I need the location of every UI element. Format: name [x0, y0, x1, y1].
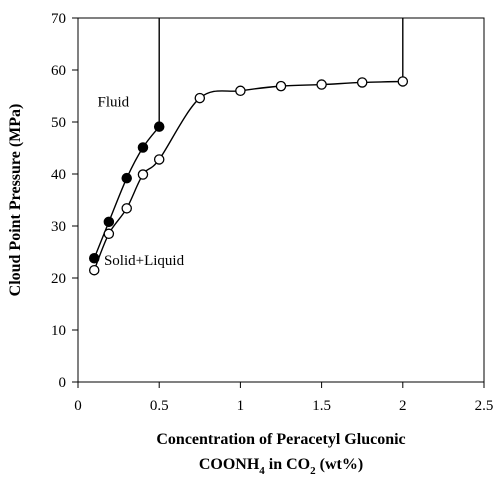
x-tick-label-0: 0 — [74, 398, 82, 414]
series-1-point-2 — [121, 203, 132, 214]
y-tick-label-0: 0 — [59, 375, 67, 391]
plot-frame — [77, 17, 485, 383]
series-1-point-10 — [397, 76, 409, 87]
y-tick-label-2: 20 — [51, 271, 66, 287]
x-tick-label-4: 2 — [399, 398, 407, 414]
series-0-point-2 — [121, 172, 132, 184]
x-tick-label-3: 1.5 — [312, 398, 331, 414]
x-tick-label-5: 2.5 — [475, 398, 494, 414]
series-1-point-5 — [194, 92, 206, 104]
y-tick-label-1: 10 — [51, 323, 66, 339]
y-tick-label-7: 70 — [51, 11, 66, 27]
annotation-fluid: Fluid — [97, 94, 129, 110]
x-axis-title-line1: Concentration of Peracetyl Gluconic — [156, 431, 405, 448]
series-1-point-1 — [103, 228, 115, 240]
y-tick-label-5: 50 — [51, 115, 66, 131]
y-tick-label-3: 30 — [51, 219, 66, 235]
series-1-point-9 — [356, 77, 368, 88]
series-1-point-8 — [316, 79, 327, 90]
annotation-solid-liquid: Solid+Liquid — [104, 253, 185, 269]
series-1-point-0 — [88, 264, 100, 276]
x-axis-title-line2: COONH4 in CO2 (wt%) — [199, 456, 363, 477]
labels: 0 0.5 1 1.5 2 2.5 0 10 20 30 40 50 60 70 — [51, 11, 493, 414]
series-1-point-4 — [153, 154, 165, 165]
series-0-point-3 — [137, 142, 149, 153]
y-axis-title: Cloud Point Pressure (MPa) — [7, 104, 24, 297]
series-0-point-4 — [153, 121, 165, 132]
series-1-point-6 — [235, 85, 246, 97]
y-tick-label-4: 40 — [51, 167, 66, 183]
axes — [72, 17, 485, 388]
y-tick-label-6: 60 — [51, 63, 66, 79]
plot-area — [77, 17, 485, 383]
series-1-point-7 — [275, 80, 287, 92]
series-layer — [88, 18, 409, 276]
series-0-point-1 — [103, 216, 115, 228]
series-1-point-3 — [137, 169, 149, 180]
x-tick-label-1: 0.5 — [150, 398, 169, 414]
x-tick-label-2: 1 — [237, 398, 245, 414]
